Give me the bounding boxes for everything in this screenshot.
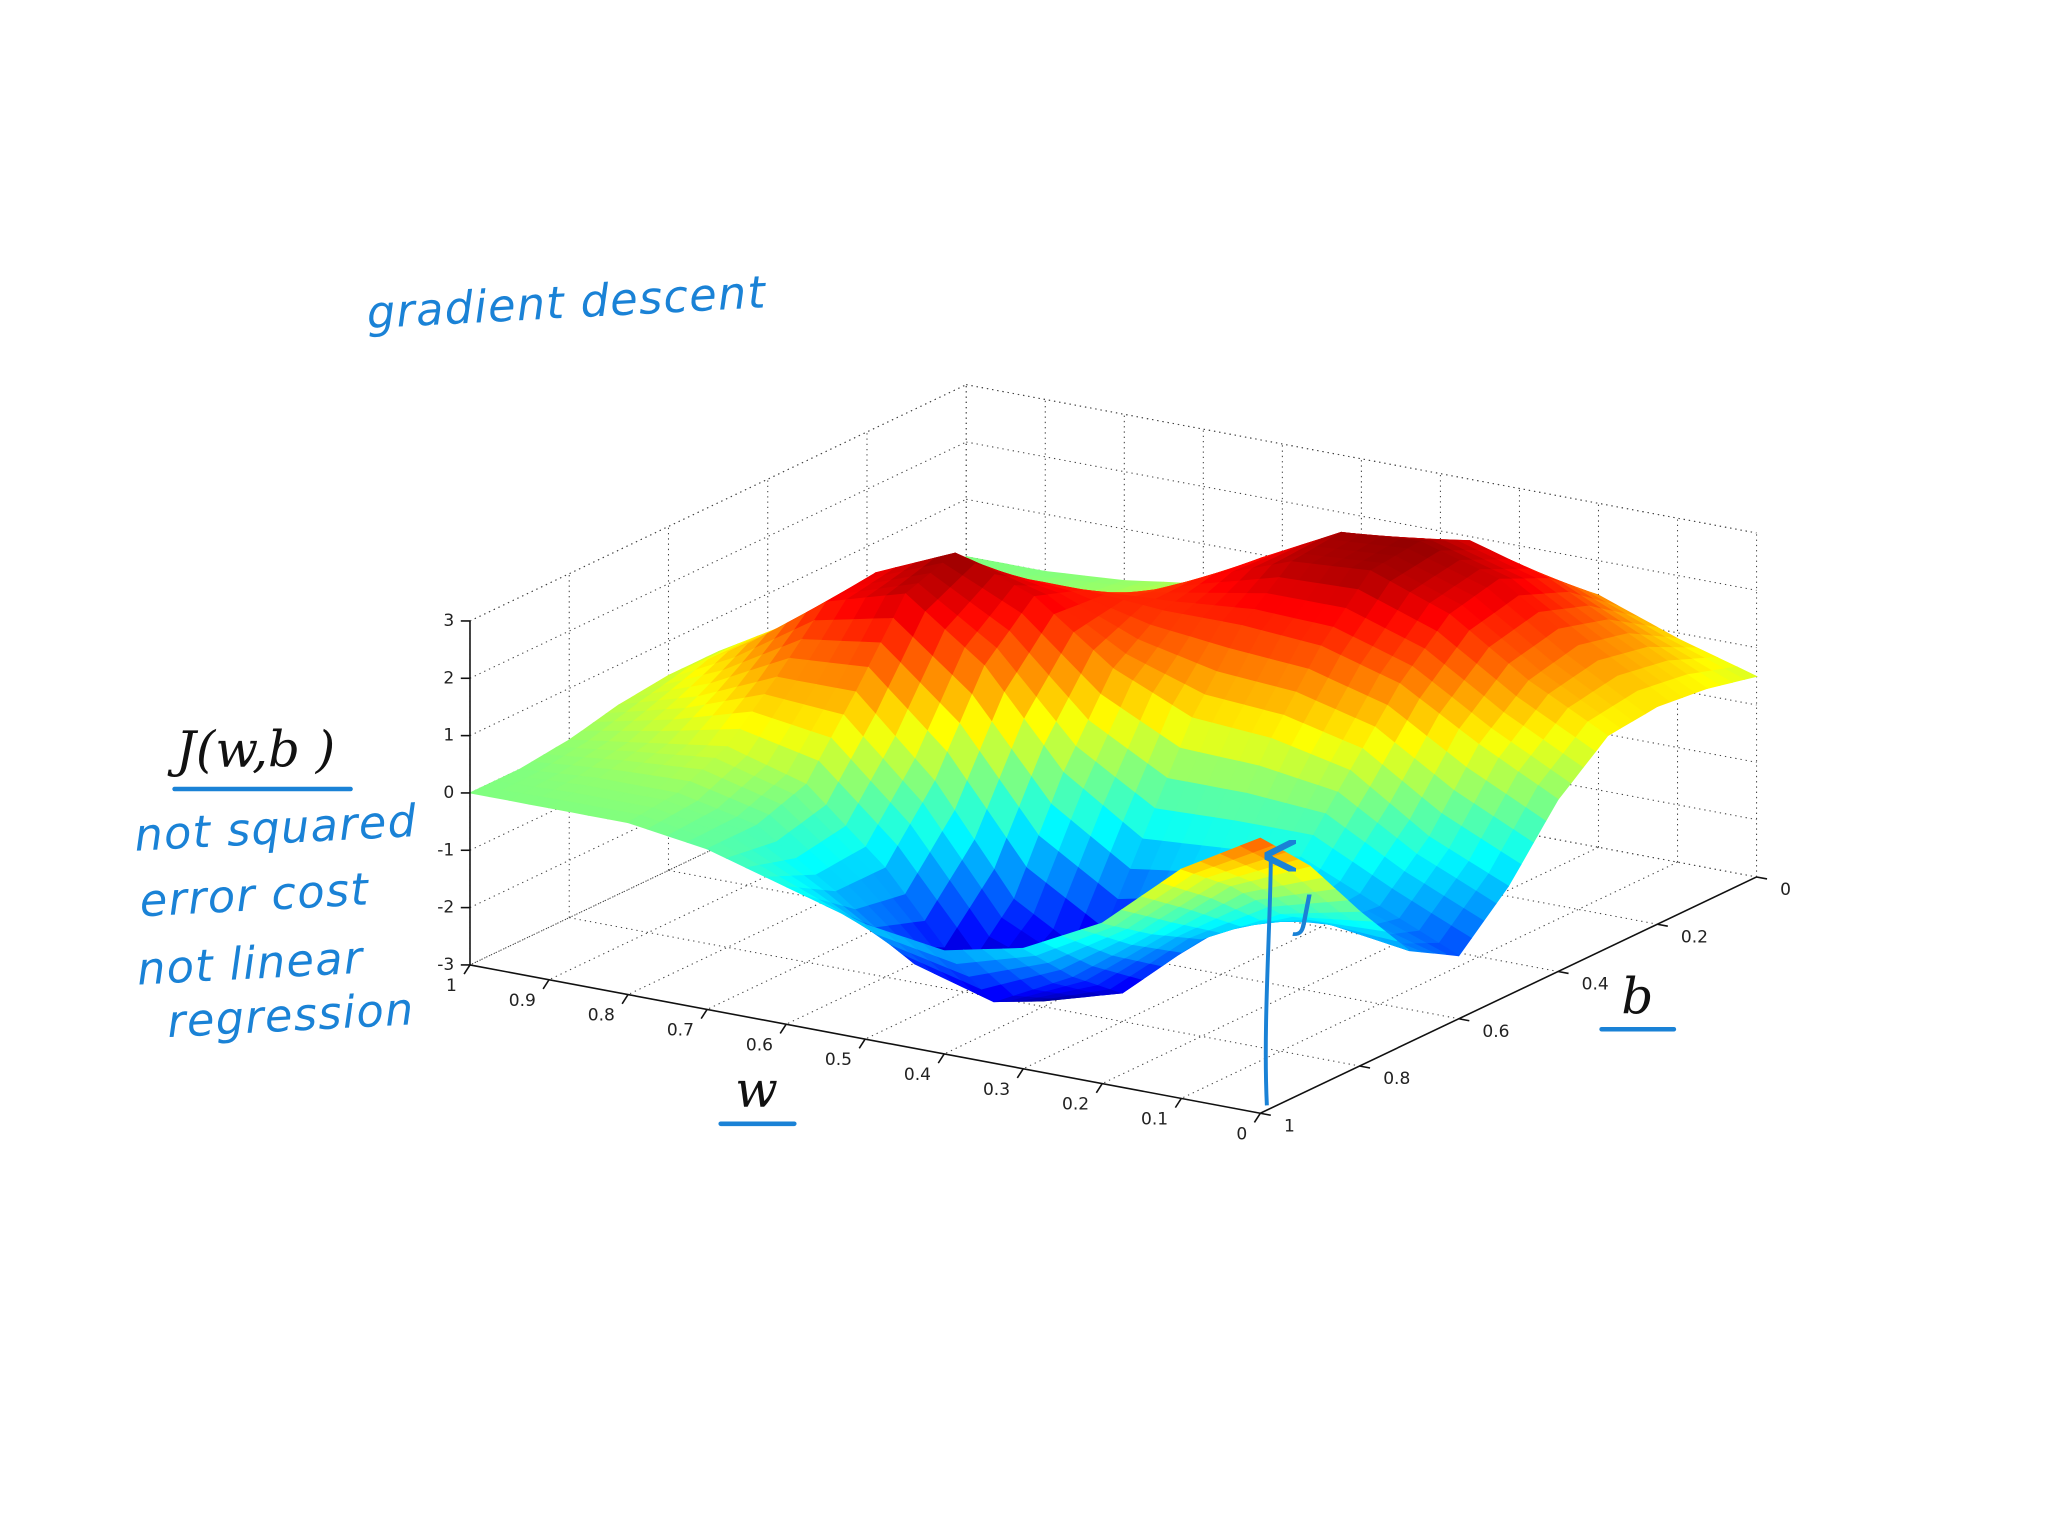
- x-tick-label: 0.7: [667, 1020, 694, 1040]
- tick-mark: [700, 1009, 708, 1020]
- tick-mark: [1657, 923, 1668, 927]
- note: not linear: [136, 932, 366, 996]
- tick-mark: [1756, 876, 1768, 880]
- z-tick-label: -3: [437, 955, 454, 975]
- z-tick-label: -2: [437, 898, 454, 918]
- note: not squared: [133, 795, 418, 862]
- grid-line: [469, 728, 967, 966]
- z-axis-label: J(w,b ): [167, 721, 335, 779]
- tick-mark: [621, 994, 629, 1005]
- y-axis-label: b: [1621, 967, 1653, 1025]
- grid-line: [864, 802, 1362, 1040]
- box-edge: [966, 384, 1757, 534]
- x-tick-label: 1: [446, 976, 457, 996]
- chart-title: gradient descent: [365, 266, 767, 339]
- grid-line: [1102, 846, 1599, 1085]
- note: regression: [166, 983, 416, 1048]
- y-tick-label: 0.4: [1582, 975, 1609, 995]
- z-tick-label: 2: [443, 668, 454, 688]
- x-tick-label: 0.9: [509, 991, 536, 1011]
- tick-mark: [1359, 1065, 1371, 1069]
- tick-mark: [542, 979, 550, 990]
- grid-line: [943, 817, 1441, 1055]
- x-tick-label: 0.2: [1062, 1095, 1089, 1115]
- box-edge: [469, 384, 967, 622]
- x-tick-label: 0.3: [983, 1080, 1010, 1100]
- tick-mark: [858, 1038, 866, 1049]
- arrow: [1263, 856, 1271, 1106]
- z-tick-label: 3: [443, 611, 454, 631]
- tick-mark: [1016, 1068, 1024, 1079]
- tick-mark: [1253, 1112, 1261, 1123]
- z-tick-label: 0: [443, 783, 454, 803]
- x-tick-label: 0.8: [588, 1006, 615, 1026]
- z-tick-label: 1: [443, 726, 454, 746]
- tick-mark: [1260, 1112, 1271, 1117]
- note: error cost: [138, 863, 370, 927]
- x-axis-label: w: [735, 1061, 778, 1119]
- tick-mark: [1458, 1017, 1470, 1022]
- grid-line: [627, 757, 1125, 996]
- tick-mark: [1557, 970, 1569, 975]
- grid-line: [469, 498, 967, 737]
- x-tick-label: 0: [1236, 1124, 1247, 1144]
- x-tick-label: 0.4: [904, 1065, 931, 1085]
- x-tick-label: 0.6: [746, 1035, 773, 1055]
- tick-mark: [463, 964, 471, 975]
- x-tick-label: 0.1: [1141, 1109, 1168, 1129]
- grid-line: [785, 787, 1283, 1025]
- grid-line: [706, 772, 1204, 1010]
- grid-line: [548, 742, 1046, 981]
- x-tick-label: 0.5: [825, 1050, 852, 1070]
- axes: 0 0.1 0.2 0.3 0.4 0.5 0.6 0.7 0.8 0.9 1 0 0.2 0.4 0.6 0…: [437, 611, 1791, 1144]
- y-tick-label: 0: [1780, 880, 1791, 900]
- y-tick-label: 0.6: [1482, 1022, 1509, 1042]
- tick-mark: [1174, 1098, 1182, 1109]
- y-tick-label: 0.8: [1383, 1069, 1410, 1089]
- tick-mark: [1095, 1083, 1103, 1094]
- axis-line: [1259, 876, 1757, 1114]
- y-tick-label: 0.2: [1681, 927, 1708, 947]
- tick-mark: [779, 1023, 787, 1034]
- tick-mark: [937, 1053, 945, 1064]
- y-tick-label: 1: [1284, 1116, 1295, 1136]
- z-tick-label: -1: [437, 840, 454, 860]
- grid-line: [1022, 831, 1520, 1070]
- grid-line: [469, 441, 967, 679]
- surface: [468, 531, 1758, 1003]
